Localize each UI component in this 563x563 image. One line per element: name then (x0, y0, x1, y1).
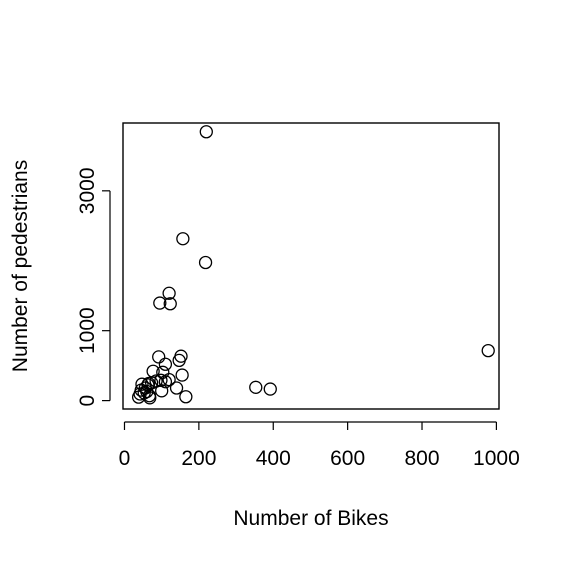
data-point (163, 297, 177, 311)
data-point (249, 380, 263, 394)
data-points (131, 125, 495, 405)
y-tick-label: 3000 (76, 167, 99, 214)
data-point (153, 296, 167, 310)
x-axis: 0 200 400 600 800 1000 (119, 421, 520, 470)
y-tick-label: 1000 (76, 307, 99, 354)
data-point (263, 382, 277, 396)
data-point (162, 286, 176, 300)
data-point (135, 377, 149, 391)
data-point (199, 125, 213, 139)
data-point (131, 390, 146, 404)
y-axis-label: Number of pedestrians (9, 160, 32, 372)
x-tick-label: 800 (404, 447, 439, 470)
data-point (179, 390, 193, 404)
data-point (172, 353, 186, 368)
data-point (155, 384, 169, 398)
data-point (175, 368, 189, 382)
x-tick-label: 400 (256, 447, 291, 470)
data-point (143, 391, 157, 405)
x-axis-label: Number of Bikes (233, 507, 388, 530)
data-point (176, 232, 190, 246)
x-tick-label: 600 (330, 447, 365, 470)
data-point (158, 375, 173, 389)
data-point (169, 381, 184, 395)
data-point (198, 255, 213, 270)
x-tick-label: 0 (119, 447, 131, 470)
y-axis: 0 1000 3000 (76, 167, 111, 407)
data-point (141, 378, 155, 392)
x-tick-label: 1000 (473, 447, 520, 470)
data-point (158, 357, 173, 371)
data-point (152, 350, 166, 364)
plot-frame (122, 122, 500, 410)
x-tick-label: 200 (181, 447, 216, 470)
y-tick-label: 0 (76, 395, 99, 407)
data-point (481, 343, 495, 358)
